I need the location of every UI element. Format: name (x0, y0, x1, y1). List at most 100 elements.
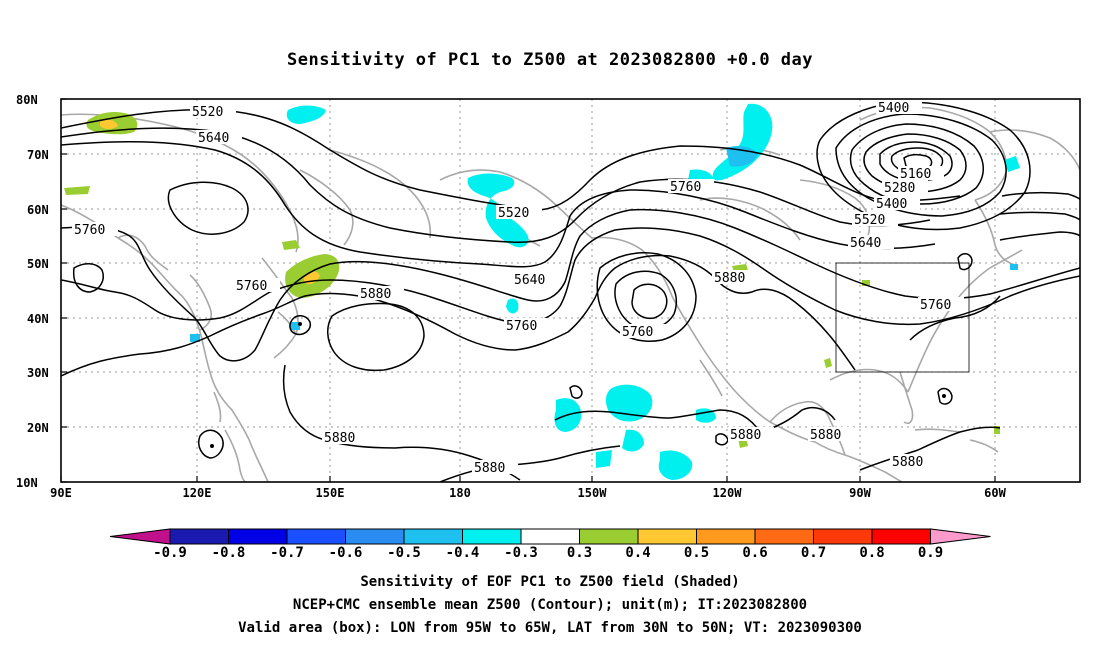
contour-line (909, 295, 1001, 341)
contour-label: 5760 (506, 319, 537, 334)
contour-line (282, 364, 521, 481)
y-tick-label: 20N (27, 421, 49, 435)
contour-line (937, 387, 953, 405)
contour-label: 5520 (498, 206, 529, 221)
colorbar-tick-label: 0.5 (684, 545, 709, 561)
contour-label: 5400 (876, 197, 907, 212)
contour-label: 5880 (730, 428, 761, 443)
y-axis-labels: 80N 70N 60N 50N 40N 30N 20N 10N (16, 93, 49, 490)
colorbar-tick-label: 0.9 (918, 545, 943, 561)
contour-line (554, 409, 761, 433)
contour-label: 5760 (920, 298, 951, 313)
colorbar-left-triangle (109, 528, 171, 545)
colorbar-tick-label: 0.3 (567, 545, 592, 561)
contour-label: 5760 (74, 223, 105, 238)
contour-label: 5160 (900, 167, 931, 182)
contour-line (859, 426, 1001, 471)
contour-label: 5880 (360, 287, 391, 302)
colorbar-segment (520, 528, 580, 545)
contour-label: 5400 (878, 101, 909, 116)
colorbar (109, 528, 991, 545)
colorbar-segment (403, 528, 463, 545)
colorbar-segment (345, 528, 405, 545)
contour-line (957, 253, 973, 271)
tick-marks (60, 98, 996, 483)
colorbar-tick-label: -0.4 (446, 545, 480, 561)
plot-frame (60, 98, 1081, 483)
chart-title: Sensitivity of PC1 to Z500 at 2023082800… (286, 50, 813, 70)
colorbar-segment (579, 528, 639, 545)
x-tick-label: 120E (183, 486, 212, 500)
colorbar-segment (228, 528, 288, 545)
x-tick-label: 120W (713, 486, 743, 500)
contour-label: 5760 (622, 325, 653, 340)
x-tick-label: 90E (50, 486, 72, 500)
contour-labels: 5520 5640 5760 5760 5520 5640 5760 5880 … (72, 100, 964, 476)
contour-line (1001, 191, 1080, 201)
contour-line (198, 429, 224, 459)
contour-centers (210, 322, 946, 448)
colorbar-tick-label: -0.7 (270, 545, 304, 561)
x-axis-labels: 90E 120E 150E 180 150W 120W 90W 60W (50, 486, 1006, 500)
colorbar-right-triangle (930, 528, 991, 545)
contour-label: 5520 (192, 105, 223, 120)
colorbar-tick-label: -0.9 (153, 545, 187, 561)
contour-line (61, 208, 1080, 362)
contour-line (863, 133, 967, 193)
contour-line (569, 385, 583, 399)
contour-line (849, 123, 984, 205)
contour-line (999, 231, 1080, 241)
contour-line (289, 315, 312, 336)
contour-label: 5880 (714, 271, 745, 286)
y-tick-label: 70N (27, 148, 49, 162)
contour-label: 5520 (854, 213, 885, 228)
colorbar-segment (813, 528, 873, 545)
colorbar-tick-label: 0.7 (801, 545, 826, 561)
contour-line (61, 140, 936, 268)
contour-line (327, 302, 425, 372)
x-tick-label: 150W (578, 486, 608, 500)
contour-line (439, 445, 621, 482)
colorbar-segment (462, 528, 522, 545)
contour-label: 5640 (514, 273, 545, 288)
contour-line (167, 181, 249, 235)
contour-label: 5640 (198, 131, 229, 146)
x-tick-label: 60W (984, 486, 1006, 500)
contour-line (61, 254, 856, 377)
x-tick-label: 180 (449, 486, 471, 500)
colorbar-segment (169, 528, 229, 545)
z500-contours (61, 101, 1080, 482)
colorbar-tick-label: 0.4 (625, 545, 650, 561)
caption-line-3: Valid area (box): LON from 95W to 65W, L… (238, 620, 862, 636)
contour-line (72, 263, 104, 293)
colorbar-tick-label: -0.3 (504, 545, 538, 561)
contour-line (61, 127, 931, 244)
colorbar-tick-label: -0.8 (212, 545, 246, 561)
colorbar-segment (754, 528, 814, 545)
contour-line (61, 108, 961, 211)
colorbar-tick-label: -0.6 (329, 545, 363, 561)
contour-label: 5760 (236, 279, 267, 294)
x-tick-label: 150E (316, 486, 345, 500)
contour-label: 5640 (850, 236, 881, 251)
y-tick-label: 30N (27, 366, 49, 380)
y-tick-label: 10N (16, 476, 38, 490)
contour-line (61, 227, 1080, 326)
y-tick-label: 80N (16, 93, 38, 107)
contour-line (999, 211, 1080, 221)
x-tick-label: 90W (849, 486, 871, 500)
grid-lines (61, 99, 1080, 482)
y-tick-label: 60N (27, 203, 49, 217)
caption-line-1: Sensitivity of EOF PC1 to Z500 field (Sh… (360, 574, 740, 590)
colorbar-tick-label: -0.5 (387, 545, 421, 561)
valid-area-box (835, 262, 970, 373)
contour-line (835, 113, 1007, 217)
caption-line-2: NCEP+CMC ensemble mean Z500 (Contour); u… (292, 597, 808, 613)
y-tick-label: 50N (27, 257, 49, 271)
contour-label: 5880 (810, 428, 841, 443)
colorbar-tick-label: 0.8 (859, 545, 884, 561)
colorbar-segment (871, 528, 931, 545)
contour-label: 5760 (670, 180, 701, 195)
contour-label: 5880 (474, 461, 505, 476)
